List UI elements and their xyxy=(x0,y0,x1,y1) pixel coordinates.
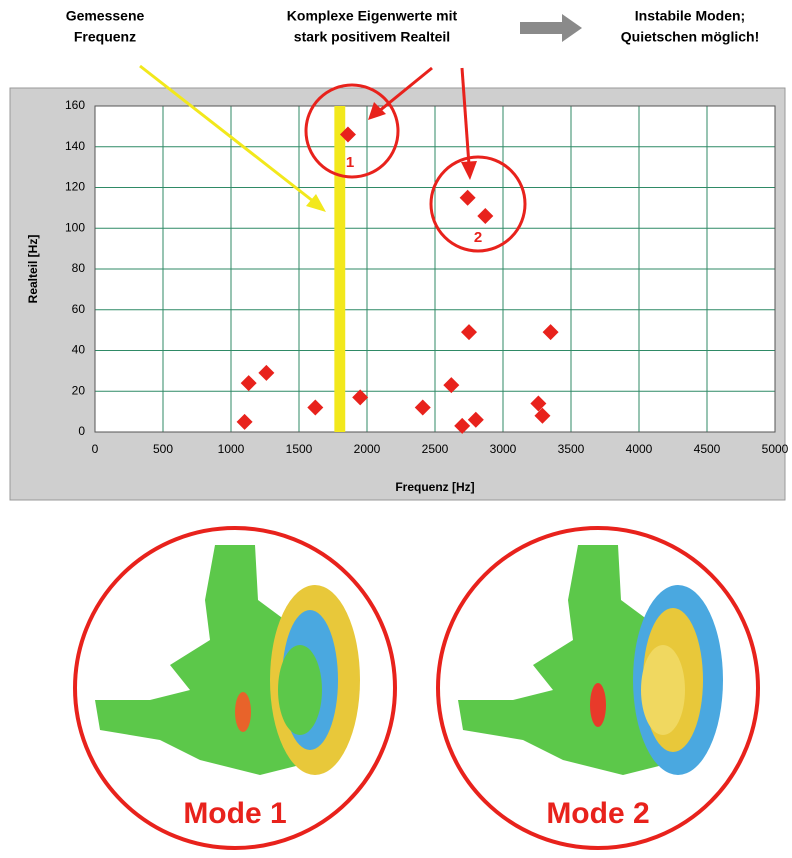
hotspot xyxy=(235,692,251,732)
x-tick-label: 1500 xyxy=(286,442,313,456)
x-tick-label: 4500 xyxy=(694,442,721,456)
x-axis-label: Frequenz [Hz] xyxy=(395,480,474,494)
y-axis-label: Realteil [Hz] xyxy=(26,235,40,304)
cluster-label: 2 xyxy=(474,229,482,246)
x-tick-label: 2000 xyxy=(354,442,381,456)
hotspot xyxy=(590,683,606,727)
y-tick-label: 100 xyxy=(65,220,85,234)
y-tick-label: 160 xyxy=(65,98,85,112)
measured-band xyxy=(334,106,345,432)
hub-shape xyxy=(641,645,685,735)
x-tick-label: 0 xyxy=(92,442,99,456)
header-text: Gemessene xyxy=(66,8,145,24)
block-arrow xyxy=(520,14,582,42)
y-tick-label: 140 xyxy=(65,139,85,153)
x-tick-label: 4000 xyxy=(626,442,653,456)
mode-1-image: Mode 1 xyxy=(75,528,395,848)
y-tick-label: 20 xyxy=(72,383,86,397)
header-text: Quietschen möglich! xyxy=(621,29,759,45)
x-tick-label: 500 xyxy=(153,442,173,456)
header-text: Frequenz xyxy=(74,29,136,45)
mode-label: Mode 2 xyxy=(546,797,649,830)
y-tick-label: 60 xyxy=(72,302,86,316)
x-tick-label: 3500 xyxy=(558,442,585,456)
y-tick-label: 120 xyxy=(65,180,85,194)
header-text: stark positivem Realteil xyxy=(294,29,450,45)
y-tick-label: 80 xyxy=(72,261,86,275)
y-tick-label: 40 xyxy=(72,343,86,357)
y-tick-label: 0 xyxy=(78,424,85,438)
x-tick-label: 5000 xyxy=(762,442,789,456)
page: Gemessene Frequenz Komplexe Eigenwerte m… xyxy=(0,0,792,853)
mode-2-image: Mode 2 xyxy=(438,528,758,848)
x-tick-label: 3000 xyxy=(490,442,517,456)
cluster-label: 1 xyxy=(346,154,354,171)
hub-shape xyxy=(278,645,322,735)
mode-label: Mode 1 xyxy=(183,797,286,830)
header-text: Komplexe Eigenwerte mit xyxy=(287,8,458,24)
x-tick-label: 2500 xyxy=(422,442,449,456)
x-tick-label: 1000 xyxy=(218,442,245,456)
header-text: Instabile Moden; xyxy=(635,8,745,24)
